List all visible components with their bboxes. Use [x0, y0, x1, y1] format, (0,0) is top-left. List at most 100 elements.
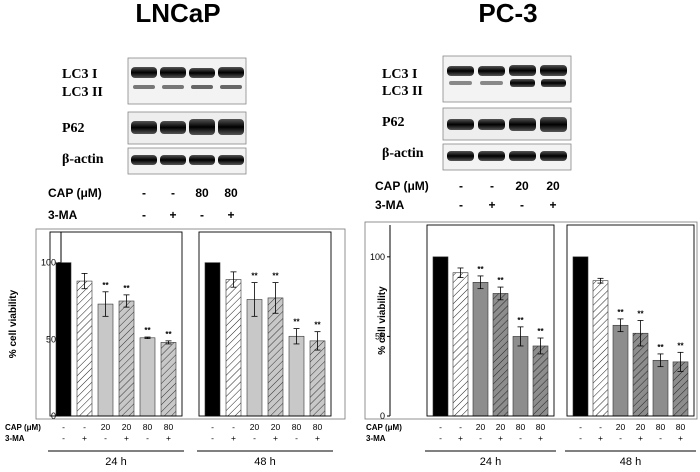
- bar: [76, 280, 93, 417]
- treatment-value: +: [169, 208, 176, 222]
- condition-value: 20: [476, 422, 486, 432]
- condition-value: +: [458, 433, 463, 443]
- significance-marker: **: [272, 272, 279, 281]
- condition-value: +: [231, 433, 236, 443]
- treatment-value: -: [459, 198, 463, 212]
- condition-value: +: [638, 433, 643, 443]
- significance-marker: **: [517, 316, 524, 325]
- y-tick-label: 100: [41, 258, 56, 268]
- significance-marker: **: [314, 321, 321, 330]
- panel-title-lncap: LNCaP: [135, 0, 220, 28]
- blot-label-lc3-ii: LC3 II: [62, 85, 103, 100]
- lncap-blot-panel: LNCaP LC3 I LC3 II P62 β-actin: [48, 0, 247, 222]
- y-tick-label: 100: [370, 252, 385, 262]
- condition-value: +: [82, 433, 87, 443]
- bar: [160, 342, 177, 417]
- treatment-value: -: [171, 186, 175, 200]
- condition-value: -: [62, 422, 65, 432]
- bar: [472, 281, 489, 417]
- condition-value: +: [166, 433, 171, 443]
- condition-value: -: [579, 422, 582, 432]
- significance-marker: **: [102, 281, 109, 290]
- bar: [55, 262, 72, 417]
- significance-marker: **: [537, 327, 544, 336]
- y-tick-label: 50: [46, 334, 56, 344]
- significance-marker: **: [165, 330, 172, 339]
- bar: [432, 256, 449, 417]
- blot-beta-actin-lncap: [127, 147, 247, 175]
- bar: [118, 300, 135, 417]
- condition-value: -: [211, 422, 214, 432]
- condition-row-label: 3-MA: [366, 434, 386, 443]
- condition-row-label: 3-MA: [5, 434, 25, 443]
- blot-beta-actin-pc3: [442, 143, 572, 171]
- condition-value: +: [315, 433, 320, 443]
- condition-value: -: [62, 433, 65, 443]
- treatment-value: 80: [195, 186, 209, 200]
- condition-value: +: [598, 433, 603, 443]
- condition-value: -: [579, 433, 582, 443]
- condition-value: 80: [656, 422, 666, 432]
- significance-marker: **: [251, 272, 258, 281]
- condition-value: -: [479, 433, 482, 443]
- bar: [452, 272, 469, 417]
- significance-marker: **: [123, 284, 130, 293]
- treatment-label-cap-pc3: CAP (μM): [375, 179, 429, 193]
- bar: [572, 256, 589, 417]
- condition-value: +: [498, 433, 503, 443]
- condition-value: -: [295, 433, 298, 443]
- group-time-label: 48 h: [620, 456, 641, 468]
- treatment-value: +: [488, 198, 495, 212]
- significance-marker: **: [477, 265, 484, 274]
- condition-value: 20: [250, 422, 260, 432]
- y-tick-label: 50: [375, 331, 385, 341]
- blot-p62-lncap: [127, 111, 247, 145]
- y-axis-label: % cell viability: [8, 289, 19, 358]
- significance-marker: **: [144, 326, 151, 335]
- condition-row-label: CAP (μM): [5, 423, 41, 432]
- condition-value: -: [439, 433, 442, 443]
- blot-label-p62: P62: [62, 121, 85, 136]
- significance-marker: **: [617, 308, 624, 317]
- bar: [652, 359, 669, 417]
- condition-value: -: [104, 433, 107, 443]
- condition-value: -: [459, 422, 462, 432]
- bar: [512, 336, 529, 417]
- chart-frame: [35, 228, 346, 420]
- significance-marker: **: [637, 310, 644, 319]
- condition-value: 80: [516, 422, 526, 432]
- condition-value: -: [519, 433, 522, 443]
- treatment-value: -: [200, 208, 204, 222]
- chart-frame: [364, 221, 698, 420]
- treatment-value: +: [227, 208, 234, 222]
- condition-value: -: [599, 422, 602, 432]
- condition-value: 20: [271, 422, 281, 432]
- treatment-label-3ma-lncap: 3-MA: [48, 208, 78, 222]
- condition-value: 20: [616, 422, 626, 432]
- significance-marker: **: [677, 341, 684, 350]
- blot-label-beta-actin: β-actin: [382, 146, 424, 161]
- condition-value: -: [211, 433, 214, 443]
- bar: [592, 280, 609, 417]
- bar: [288, 335, 305, 417]
- condition-value: -: [439, 422, 442, 432]
- treatment-label-3ma-pc3: 3-MA: [375, 198, 405, 212]
- y-axis-label: % cell viability: [377, 286, 388, 355]
- bar: [204, 262, 221, 417]
- condition-value: 20: [122, 422, 132, 432]
- condition-value: 20: [496, 422, 506, 432]
- condition-value: +: [538, 433, 543, 443]
- condition-value: -: [232, 422, 235, 432]
- panel-title-pc3: PC-3: [478, 0, 537, 28]
- y-tick-label: 0: [380, 411, 385, 421]
- bar: [97, 303, 114, 417]
- treatment-value: 20: [546, 179, 560, 193]
- bar: [267, 297, 284, 417]
- condition-value: 20: [101, 422, 111, 432]
- bar: [492, 293, 509, 417]
- bar: [139, 337, 156, 417]
- pc3-blot-panel: PC-3 LC3 I LC3 II P62 β-actin: [375, 0, 572, 212]
